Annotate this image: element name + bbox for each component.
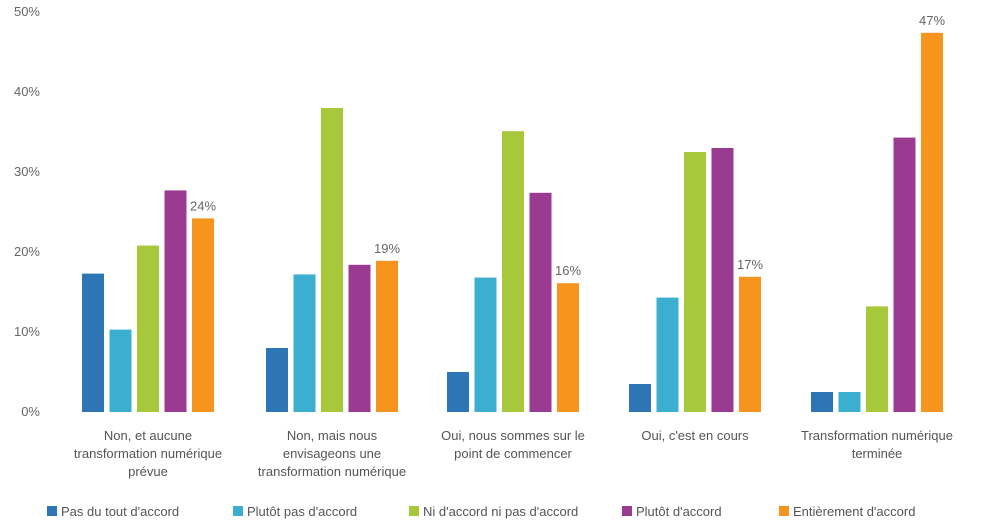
bar [376, 260, 398, 412]
category-label-line: point de commencer [454, 446, 572, 461]
legend: Pas du tout d'accord Plutôt pas d'accord N… [47, 504, 915, 519]
bar [348, 264, 371, 412]
bar [684, 152, 706, 412]
data-label: 47% [919, 13, 945, 28]
y-tick-label: 30% [14, 164, 40, 179]
y-axis-ticks: 0% 10% 20% 30% 40% 50% [14, 4, 40, 419]
category-label: Oui, nous sommes sur le point de commence… [441, 428, 585, 461]
bar [711, 148, 734, 412]
legend-label: Plutôt pas d'accord [247, 504, 357, 519]
bar [321, 108, 343, 412]
legend-label: Pas du tout d'accord [61, 504, 179, 519]
bar [893, 137, 916, 412]
category-label-line: Oui, c'est en cours [641, 428, 749, 443]
bar [266, 348, 288, 412]
category-label-line: Non, et aucune [104, 428, 192, 443]
bar [502, 131, 524, 412]
data-label: 24% [190, 198, 216, 213]
bar [529, 192, 552, 412]
legend-swatch [779, 506, 789, 516]
category-label-line: terminée [852, 446, 903, 461]
data-label: 17% [737, 257, 763, 272]
category-label-line: Transformation numérique [801, 428, 953, 443]
bar [137, 245, 159, 412]
legend-label: Plutôt d'accord [636, 504, 722, 519]
legend-swatch [622, 506, 632, 516]
legend-label: Ni d'accord ni pas d'accord [423, 504, 578, 519]
category-label-line: Non, mais nous [287, 428, 378, 443]
legend-swatch [409, 506, 419, 516]
category-label: Non, et aucune transformation numérique pr… [74, 428, 222, 479]
legend-swatch [233, 506, 243, 516]
legend-label: Entièrement d'accord [793, 504, 915, 519]
data-labels: 24% 19% 16% 17% 47% [190, 13, 945, 278]
bar [866, 306, 888, 412]
bar [656, 297, 679, 412]
bar [109, 329, 132, 412]
bar [557, 283, 579, 412]
bar [164, 190, 187, 412]
category-label: Oui, c'est en cours [641, 428, 749, 443]
category-label: Transformation numérique terminée [801, 428, 953, 461]
bar [293, 274, 316, 412]
category-label-line: Oui, nous sommes sur le [441, 428, 585, 443]
bar [811, 392, 833, 412]
bar [629, 384, 651, 412]
y-tick-label: 0% [21, 404, 40, 419]
category-label-line: envisageons une [283, 446, 381, 461]
category-label: Non, mais nous envisageons une transformat… [258, 428, 406, 479]
bars [82, 32, 943, 413]
bar [82, 273, 104, 412]
bar [921, 32, 943, 413]
y-tick-label: 20% [14, 244, 40, 259]
bar [447, 372, 469, 412]
category-labels: Non, et aucune transformation numérique pr… [74, 428, 953, 479]
bar [474, 277, 497, 412]
y-tick-label: 40% [14, 84, 40, 99]
bar [739, 276, 761, 412]
category-label-line: transformation numérique [74, 446, 222, 461]
bar [838, 392, 861, 412]
data-label: 19% [374, 241, 400, 256]
y-tick-label: 10% [14, 324, 40, 339]
category-label-line: prévue [128, 464, 168, 479]
bar [192, 218, 214, 412]
y-tick-label: 50% [14, 4, 40, 19]
legend-swatch [47, 506, 57, 516]
data-label: 16% [555, 263, 581, 278]
category-label-line: transformation numérique [258, 464, 406, 479]
